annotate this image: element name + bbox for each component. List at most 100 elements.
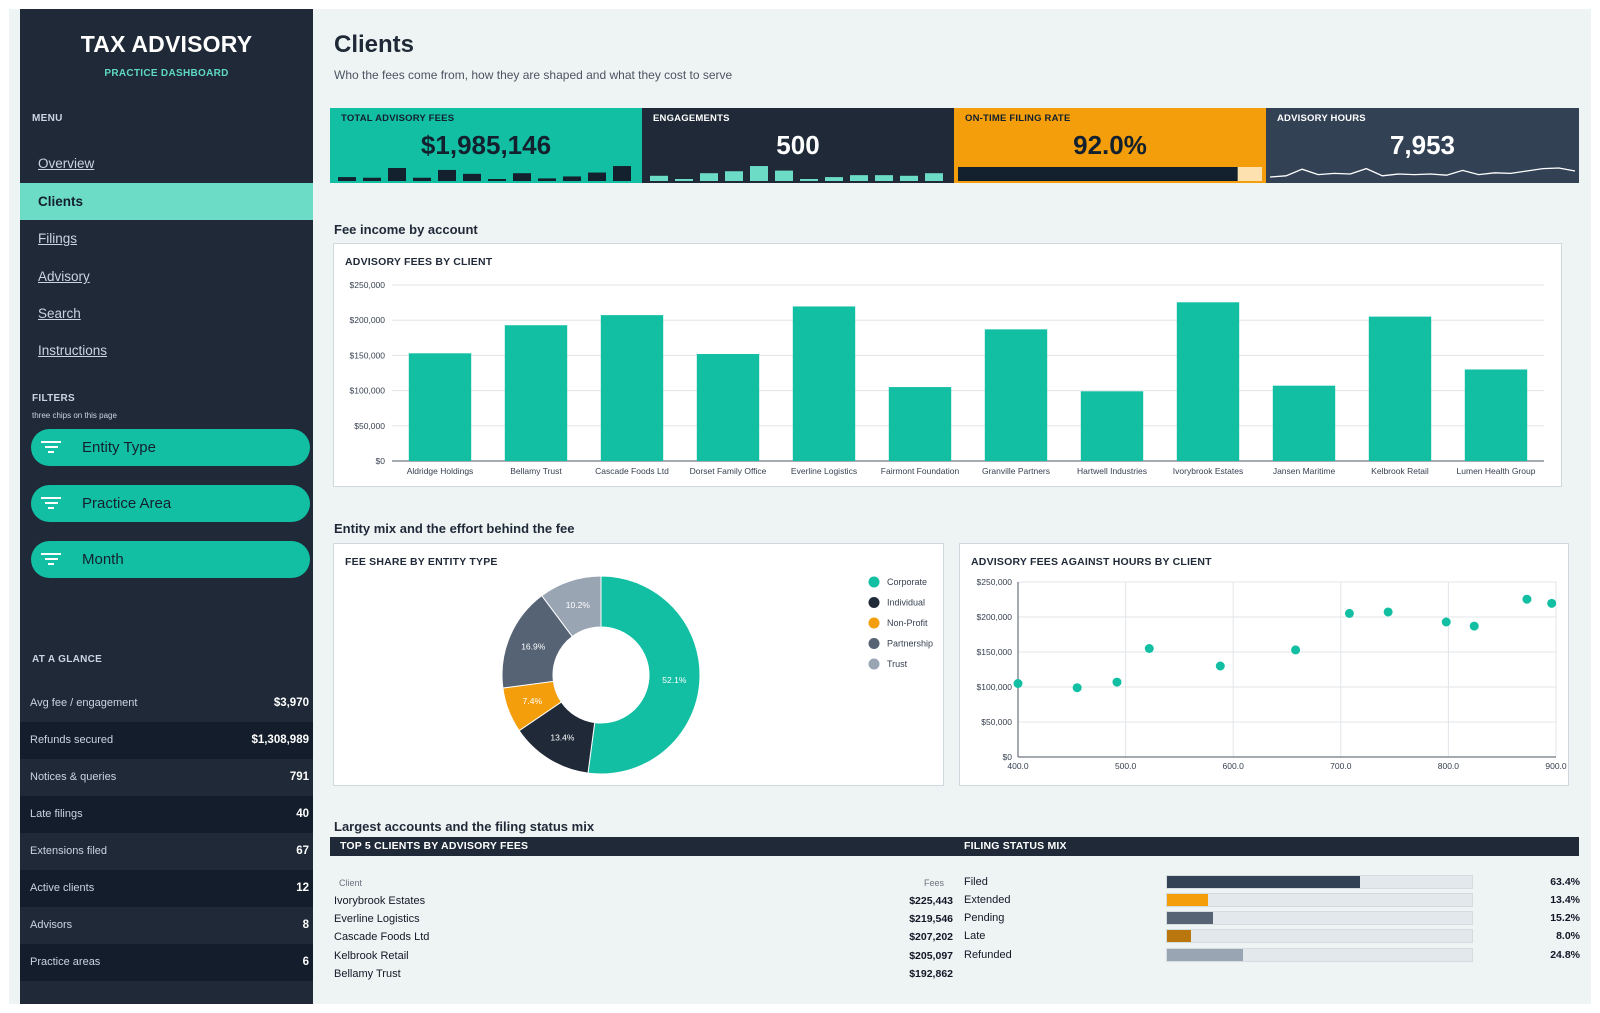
- bar-11: [1368, 316, 1432, 461]
- spark-bar: [875, 175, 893, 181]
- chip-label: Month: [82, 551, 124, 568]
- status-label: Late: [964, 930, 986, 942]
- scatter-point-1: [1013, 679, 1023, 688]
- filter-chip-month[interactable]: Month: [31, 541, 310, 578]
- glance-row-avg-fee: Avg fee / engagement $3,970: [20, 685, 313, 722]
- x-tick-label: Everline Logistics: [791, 466, 857, 476]
- spark-bar: [750, 166, 768, 181]
- legend-swatch: [868, 617, 880, 629]
- glance-value: 67: [296, 845, 309, 857]
- scatter-point-4: [1144, 644, 1154, 653]
- scatter-chart-title: ADVISORY FEES AGAINST HOURS BY CLIENT: [971, 556, 1212, 568]
- x-tick-label: Cascade Foods Ltd: [595, 466, 669, 476]
- legend-label: Individual: [887, 598, 925, 608]
- kpi-sparkline: [1269, 167, 1576, 178]
- legend-label: Trust: [887, 659, 908, 669]
- glance-value: 6: [302, 956, 309, 968]
- filter-chip-entity-type[interactable]: Entity Type: [31, 429, 310, 466]
- x-tick-label: Bellamy Trust: [510, 466, 562, 476]
- legend-label: Corporate: [887, 577, 927, 587]
- status-pct: 24.8%: [1550, 949, 1580, 961]
- nav-clients[interactable]: Clients: [20, 183, 313, 220]
- spark-bar: [413, 177, 431, 181]
- glance-value: $1,308,989: [251, 734, 309, 746]
- advisory-fees-bar-chart: $0 $50,000 $100,000 $150,000 $200,000 $250,00…: [350, 280, 1544, 476]
- spark-bar: [513, 173, 531, 181]
- scatter-point-3: [1112, 677, 1122, 687]
- filter-icon: [41, 553, 61, 567]
- status-label: Filed: [964, 876, 988, 888]
- kpi-total-fees: TOTAL ADVISORY FEES $1,985,146: [330, 108, 642, 183]
- x-tick-label: 800.0: [1438, 761, 1460, 771]
- glance-row-practice-areas: Practice areas 6: [20, 944, 313, 981]
- spark-bar: [388, 168, 406, 181]
- glance-label: AT A GLANCE: [32, 654, 103, 665]
- nav-overview[interactable]: Overview: [38, 156, 95, 171]
- y-tick-label: $0: [1003, 752, 1013, 762]
- page-title: Clients: [334, 31, 415, 58]
- spark-bar: [825, 177, 843, 181]
- table-row: Kelbrook Retail $205,097: [330, 947, 953, 965]
- spark-bar: [900, 175, 918, 181]
- status-pct: 13.4%: [1550, 894, 1580, 906]
- spark-bar: [650, 175, 668, 181]
- bar-8: [1080, 391, 1144, 461]
- bar-4: [696, 353, 760, 461]
- nav-instructions[interactable]: Instructions: [38, 343, 108, 358]
- legend-swatch: [868, 638, 880, 649]
- nav-search[interactable]: Search: [38, 306, 81, 321]
- glance-label: Avg fee / engagement: [30, 697, 138, 709]
- glance-label: Refunds secured: [30, 734, 114, 746]
- slice-label: 7.4%: [523, 696, 543, 706]
- filter-chip-practice-area[interactable]: Practice Area: [31, 485, 310, 522]
- glance-value: 12: [296, 882, 309, 894]
- glance-value: 40: [296, 808, 309, 820]
- glance-label: Extensions filed: [30, 845, 108, 857]
- status-label: Refunded: [964, 949, 1012, 961]
- nav-advisory[interactable]: Advisory: [38, 269, 90, 284]
- donut-chart-card: FEE SHARE BY ENTITY TYPE 52.1% 13.4% 7.4% 1…: [333, 543, 944, 786]
- slice-label: 13.4%: [550, 733, 575, 743]
- bar-chart-title: ADVISORY FEES BY CLIENT: [345, 256, 493, 268]
- x-tick-label: Fairmont Foundation: [881, 466, 960, 476]
- x-tick-label: Dorset Family Office: [690, 466, 767, 476]
- fees-vs-hours-scatter-chart: $0 $50,000 $100,000 $150,000 $200,000 $250,00…: [977, 577, 1567, 771]
- filters-label: FILTERS: [32, 393, 76, 404]
- legend-swatch: [868, 658, 880, 670]
- section-fee-income: Fee income by account: [334, 222, 478, 237]
- glance-row-refunds: Refunds secured $1,308,989: [20, 722, 313, 759]
- y-tick-label: $150,000: [350, 350, 386, 360]
- spark-bar: [925, 173, 943, 181]
- spark-bar: [800, 179, 818, 181]
- filing-status-header: FILING STATUS MIX: [954, 837, 1579, 856]
- nav-filings[interactable]: Filings: [38, 231, 78, 246]
- bar-7: [984, 329, 1048, 461]
- client-name: Ivorybrook Estates: [334, 895, 426, 907]
- bar-2: [504, 325, 568, 461]
- client-name: Everline Logistics: [334, 913, 420, 925]
- glance-row-active-clients: Active clients 12: [20, 870, 313, 907]
- bar-1: [408, 353, 472, 461]
- status-pct: 8.0%: [1556, 930, 1580, 942]
- scatter-point-5: [1215, 661, 1225, 671]
- x-tick-label: Kelbrook Retail: [1371, 466, 1429, 476]
- spark-bar: [363, 177, 381, 181]
- status-label: Extended: [964, 894, 1011, 906]
- kpi-progress: [958, 167, 1262, 181]
- scatter-point-8: [1383, 607, 1393, 617]
- top-clients-header: TOP 5 CLIENTS BY ADVISORY FEES: [330, 837, 954, 856]
- kpi-value: 7,953: [1389, 130, 1456, 160]
- y-tick-label: $50,000: [354, 421, 385, 431]
- kpi-value: 500: [776, 130, 820, 160]
- x-tick-label: Granville Partners: [982, 466, 1050, 476]
- slice-label: 16.9%: [521, 641, 546, 651]
- status-bar-track: [1166, 893, 1473, 907]
- client-name: Kelbrook Retail: [334, 950, 409, 962]
- status-bar-track: [1166, 911, 1473, 925]
- status-bar-track: [1166, 875, 1473, 889]
- y-tick-label: $150,000: [977, 647, 1013, 657]
- legend-swatch: [868, 576, 880, 588]
- status-bar-fill: [1167, 894, 1208, 906]
- scatter-point-7: [1344, 608, 1354, 618]
- kpi-label: ADVISORY HOURS: [1277, 113, 1366, 124]
